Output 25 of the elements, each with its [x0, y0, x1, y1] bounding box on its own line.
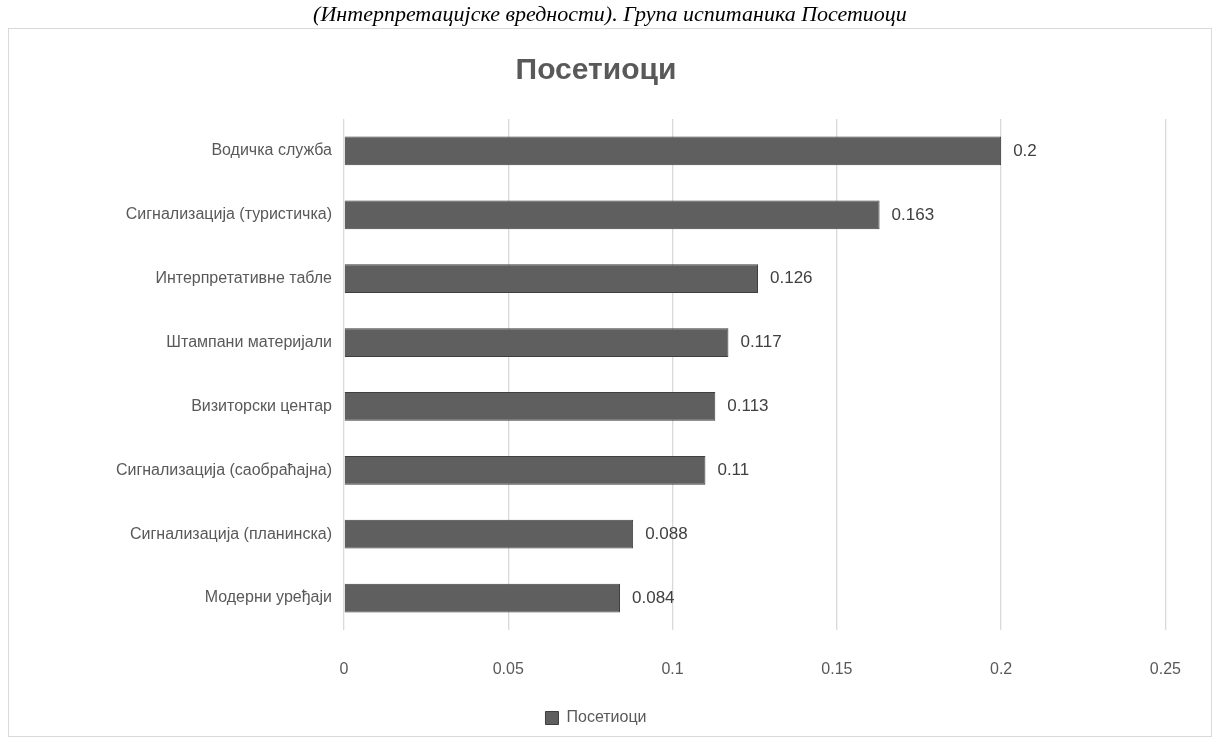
- text: (Интерпретацијске вредности). Група испитаника Посетиоци: [312, 1, 908, 27]
- x-tick-label: 0.15: [821, 660, 853, 678]
- data-label: 0.126: [770, 268, 813, 288]
- x-tick-label: 0.25: [1149, 660, 1182, 678]
- y-tick-label: Визиторски центар: [191, 396, 333, 414]
- y-tick-label: Штампани материјали: [166, 332, 332, 350]
- data-label: 0.117: [740, 332, 782, 352]
- data-label: 0.163: [891, 204, 935, 224]
- legend-label: Посетиоци: [566, 708, 647, 726]
- x-tick-label: 0.05: [492, 660, 524, 678]
- y-tick-label: Водичка служба: [211, 141, 333, 159]
- data-label: 0.113: [727, 396, 769, 416]
- data-label: 0.084: [632, 587, 675, 607]
- data-label: 0.11: [717, 460, 750, 479]
- x-tick-label: 0: [339, 660, 349, 678]
- y-tick-label: Сигнализација (саобраћајна): [115, 460, 332, 478]
- chart-title: Посетиоци: [515, 52, 677, 86]
- x-tick-label: 0.2: [990, 660, 1013, 678]
- data-label: 0.088: [645, 523, 688, 543]
- y-tick-label: Модерни уређаји: [204, 588, 332, 606]
- y-tick-label: Сигнализација (туристичка): [125, 205, 332, 223]
- x-tick-label: 0.1: [661, 660, 684, 678]
- y-tick-label: Интерпретативне табле: [155, 269, 333, 287]
- data-label: 0.2: [1013, 140, 1037, 160]
- y-tick-label: Сигнализација (планинска): [130, 524, 332, 542]
